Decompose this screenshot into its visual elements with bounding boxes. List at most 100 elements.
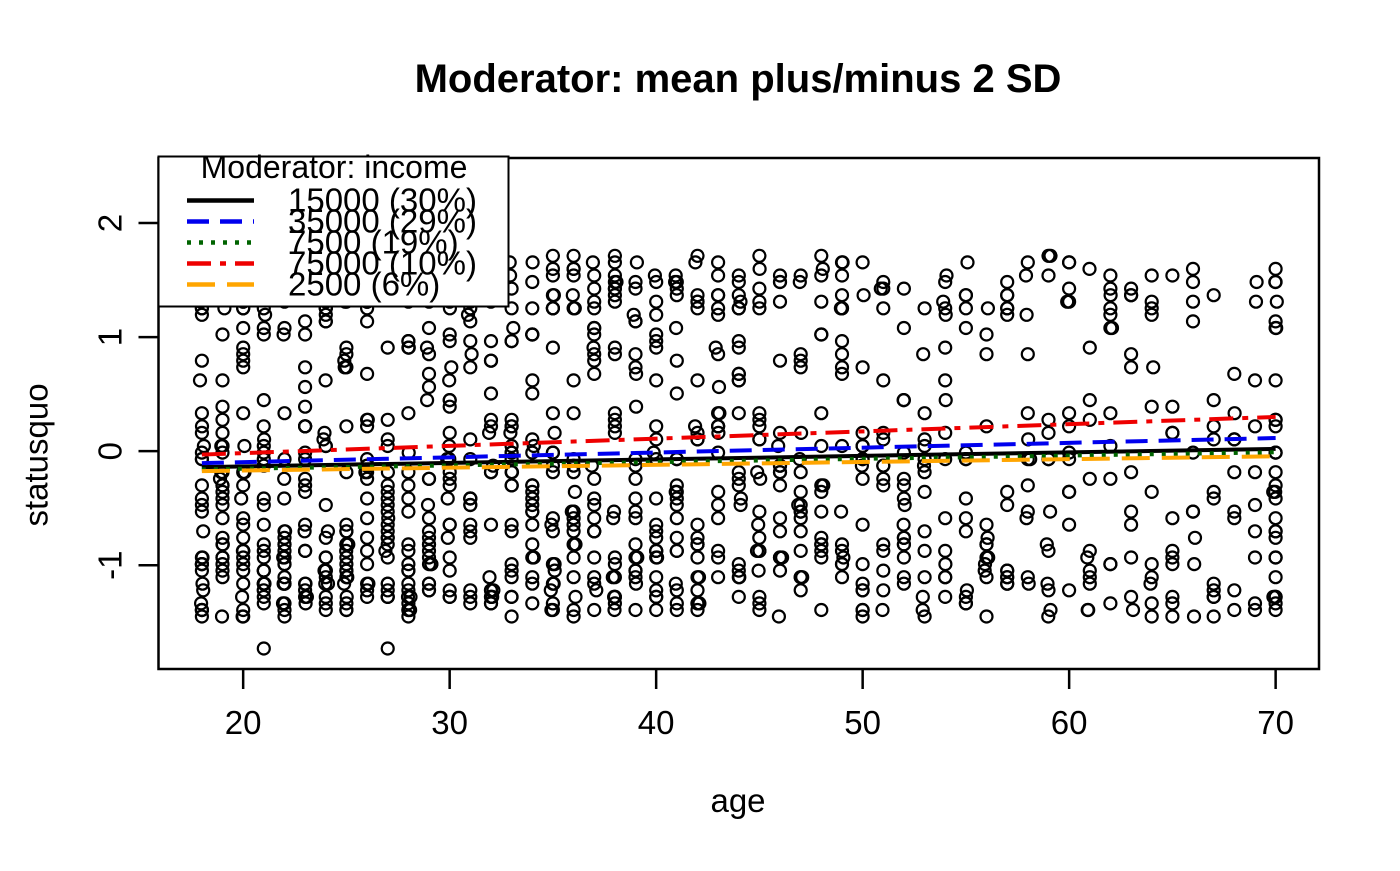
- scatter-point: [236, 320, 251, 336]
- scatter-point: [463, 360, 478, 375]
- scatter-point: [814, 550, 829, 565]
- scatter-point: [1165, 589, 1180, 605]
- scatter-point: [194, 419, 210, 434]
- scatter-point: [979, 347, 994, 362]
- scatter-point: [1000, 497, 1015, 513]
- scatter-point: [711, 425, 726, 440]
- scatter-point: [628, 602, 643, 618]
- scatter-point: [1103, 281, 1118, 296]
- scatter-point: [607, 340, 623, 355]
- scatter-point: [337, 353, 352, 368]
- scatter-point: [380, 530, 395, 545]
- scatter-point: [1268, 602, 1283, 618]
- scatter-point: [587, 497, 602, 513]
- scatter-point: [938, 556, 953, 572]
- scatter-point: [752, 602, 767, 618]
- scatter-point: [977, 556, 993, 572]
- scatter-point: [876, 537, 891, 552]
- scatter-point: [236, 550, 251, 565]
- y-axis-label: statusquo: [18, 383, 55, 526]
- scatter-point: [1020, 406, 1035, 421]
- scatter-point: [299, 589, 314, 605]
- scatter-point: [298, 471, 313, 486]
- scatter-point: [525, 301, 540, 316]
- scatter-point: [710, 497, 726, 513]
- scatter-point: [1082, 543, 1097, 559]
- scatter-point: [1268, 261, 1283, 276]
- scatter-point: [752, 301, 767, 316]
- scatter-point: [915, 602, 930, 618]
- scatter-point: [917, 524, 932, 539]
- scatter-point: [1165, 556, 1180, 572]
- scatter-point: [1144, 570, 1159, 585]
- scatter-point: [442, 471, 457, 486]
- scatter-point: [1268, 484, 1283, 499]
- scatter-point: [876, 425, 891, 440]
- scatter-point: [1123, 517, 1139, 532]
- scatter-point: [419, 340, 435, 355]
- scatter-point: [483, 589, 499, 605]
- scatter-point: [1144, 484, 1159, 499]
- scatter-point: [1039, 537, 1054, 552]
- scatter-point: [690, 373, 705, 388]
- scatter-point: [236, 347, 251, 362]
- scatter-point: [421, 543, 437, 559]
- scatter-point: [215, 399, 230, 414]
- scatter-point: [421, 530, 437, 545]
- scatter-point: [318, 530, 333, 545]
- scatter-point: [277, 576, 292, 591]
- scatter-point: [855, 576, 870, 591]
- scatter-point: [298, 484, 313, 499]
- scatter-point: [1082, 471, 1097, 486]
- scatter-point: [547, 563, 562, 578]
- scatter-point: [607, 550, 623, 565]
- scatter-point: [896, 320, 912, 336]
- scatter-point: [1020, 504, 1035, 519]
- scatter-point: [1268, 596, 1283, 611]
- scatter-point: [275, 596, 291, 611]
- scatter-point: [316, 432, 331, 447]
- scatter-point: [463, 596, 478, 611]
- scatter-point: [1041, 609, 1056, 624]
- scatter-point: [938, 570, 953, 585]
- scatter-point: [1103, 307, 1118, 322]
- scatter-point: [1144, 307, 1159, 322]
- scatter-point: [1103, 406, 1118, 421]
- scatter-point: [318, 596, 333, 611]
- scatter-point: [525, 504, 540, 519]
- scatter-point: [1082, 576, 1097, 591]
- scatter-point: [732, 570, 747, 585]
- scatter-point: [607, 281, 623, 296]
- scatter-point: [256, 419, 271, 434]
- scatter-point: [772, 353, 788, 368]
- scatter-point: [256, 543, 271, 559]
- scatter-point: [277, 406, 292, 421]
- scatter-point: [380, 524, 395, 539]
- chart-title: Moderator: mean plus/minus 2 SD: [415, 57, 1062, 101]
- scatter-point: [442, 563, 457, 578]
- scatter-point: [731, 556, 746, 572]
- scatter-point: [298, 583, 313, 598]
- scatter-point: [669, 491, 684, 506]
- scatter-point: [525, 432, 540, 447]
- scatter-point: [752, 530, 767, 545]
- scatter-point: [482, 425, 497, 440]
- scatter-point: [752, 412, 767, 427]
- scatter-point: [1227, 465, 1242, 480]
- scatter-point: [587, 347, 602, 362]
- scatter-point: [959, 583, 975, 598]
- scatter-point: [628, 491, 643, 506]
- scatter-point: [711, 484, 726, 499]
- scatter-point: [339, 419, 354, 434]
- scatter-point: [1041, 425, 1056, 440]
- scatter-point: [566, 570, 581, 585]
- scatter-point: [277, 570, 292, 585]
- scatter-point: [792, 274, 807, 290]
- scatter-point: [463, 517, 478, 532]
- scatter-point: [855, 602, 870, 618]
- scatter-point: [690, 294, 705, 309]
- scatter-point: [1268, 491, 1283, 506]
- scatter-point: [1020, 570, 1035, 585]
- scatter-point: [649, 373, 664, 388]
- scatter-point: [525, 478, 540, 493]
